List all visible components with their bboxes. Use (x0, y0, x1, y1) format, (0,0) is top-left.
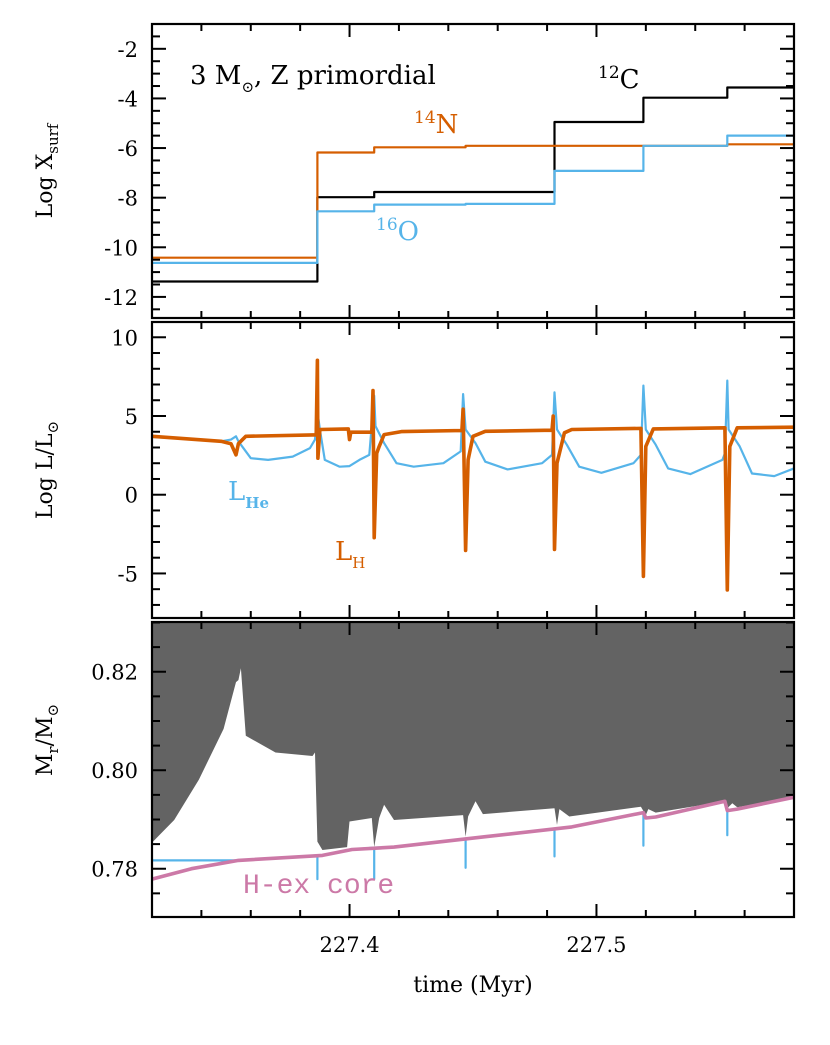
ylabel-panel-3: Mr/M⊙ (33, 704, 62, 776)
label-LH: LH (335, 537, 365, 572)
panel-1: -12 -10 -8 -6 -4 -2 (104, 22, 796, 320)
title-annotation: 3 M⊙, Z primordial (190, 61, 436, 96)
panel-frame (150, 22, 796, 320)
y-tick-label: -10 (104, 236, 138, 260)
panel-3: 0.78 0.80 0.82 (91, 620, 796, 919)
xlabel: time (Myr) (413, 973, 532, 998)
y-tick-label: -4 (118, 87, 138, 111)
x-tick-label: 227.4 (319, 933, 379, 957)
y-tick-label: 0.82 (91, 661, 138, 685)
y-tick-label: 10 (111, 326, 138, 350)
ylabel-panel-1: Log Xsurf (33, 122, 62, 218)
panel-2: -5 0 5 10 (111, 320, 796, 620)
plot-area (152, 358, 794, 592)
series-line-16O (152, 134, 794, 264)
plot-area (152, 86, 794, 283)
convective-region (152, 622, 794, 850)
label-LHe: LHe (228, 477, 269, 512)
y-tick-label: -2 (118, 38, 138, 62)
y-tick-label: 0.80 (91, 759, 138, 783)
x-tick-label: 227.5 (566, 933, 626, 957)
y-tick-label: 5 (125, 405, 138, 429)
y-tick-label: 0.78 (91, 858, 138, 882)
y-tick-label: -5 (118, 562, 138, 586)
y-tick-label: -6 (118, 137, 138, 161)
y-tick-label: 0 (125, 484, 138, 508)
label-14N: 14N (414, 108, 458, 140)
y-tick-label: -8 (118, 187, 138, 211)
series-line-14N (152, 143, 794, 259)
series-line-LHe (152, 379, 794, 478)
series-line-12C (152, 86, 794, 283)
plot-area (152, 622, 794, 881)
label-16O: 16O (376, 215, 419, 247)
label-12C: 12C (598, 63, 640, 95)
y-tick-label: -12 (104, 286, 138, 310)
series-line-LH (152, 358, 794, 592)
ylabel-panel-2: Log L/L⊙ (33, 421, 62, 519)
label-H-ex-core: H-ex core (243, 871, 394, 902)
series-line-H-ex-core (152, 795, 794, 881)
panel-frame (150, 320, 796, 620)
